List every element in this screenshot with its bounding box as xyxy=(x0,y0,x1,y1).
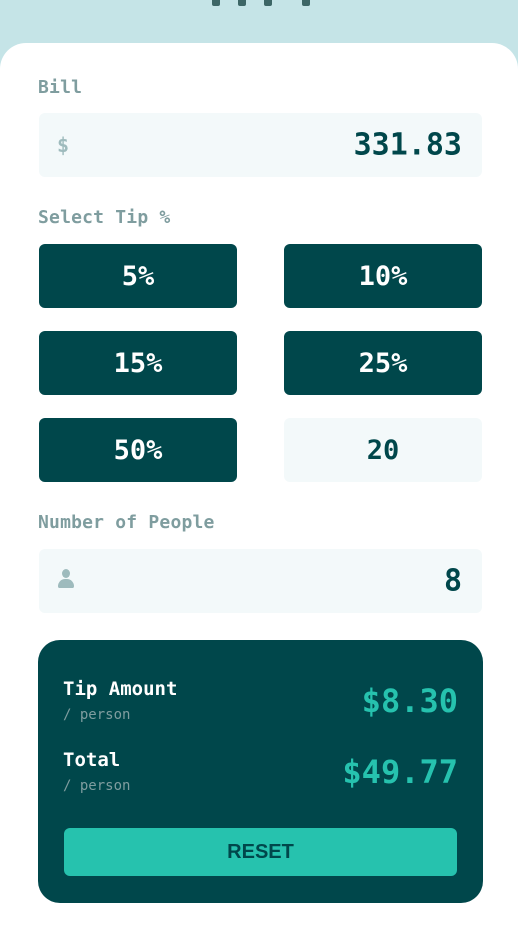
tip-amount-per-person: / person xyxy=(63,707,131,723)
reset-button[interactable]: RESET xyxy=(64,828,457,876)
tip-button-10[interactable]: 10% xyxy=(284,244,482,308)
tip-button-50[interactable]: 50% xyxy=(39,418,237,482)
bill-value: 331.83 xyxy=(353,127,462,163)
number-of-people-label: Number of People xyxy=(38,512,215,533)
people-input[interactable]: 8 xyxy=(39,549,482,613)
app-logo xyxy=(0,0,518,12)
people-value: 8 xyxy=(443,563,462,599)
custom-tip-input[interactable]: 20 xyxy=(284,418,482,482)
bill-input[interactable]: $ 331.83 xyxy=(39,113,482,177)
total-label: Total xyxy=(63,749,121,771)
tip-button-25[interactable]: 25% xyxy=(284,331,482,395)
total-per-person: / person xyxy=(63,778,131,794)
person-icon xyxy=(58,569,74,589)
select-tip-label: Select Tip % xyxy=(38,207,171,228)
total-value: $49.77 xyxy=(342,753,458,791)
dollar-icon: $ xyxy=(57,133,70,157)
tip-amount-value: $8.30 xyxy=(361,682,458,720)
bill-label: Bill xyxy=(38,77,83,98)
tip-amount-label: Tip Amount xyxy=(63,678,178,700)
tip-button-15[interactable]: 15% xyxy=(39,331,237,395)
results-panel: Tip Amount / person $8.30 Total / person… xyxy=(38,640,483,903)
tip-button-5[interactable]: 5% xyxy=(39,244,237,308)
